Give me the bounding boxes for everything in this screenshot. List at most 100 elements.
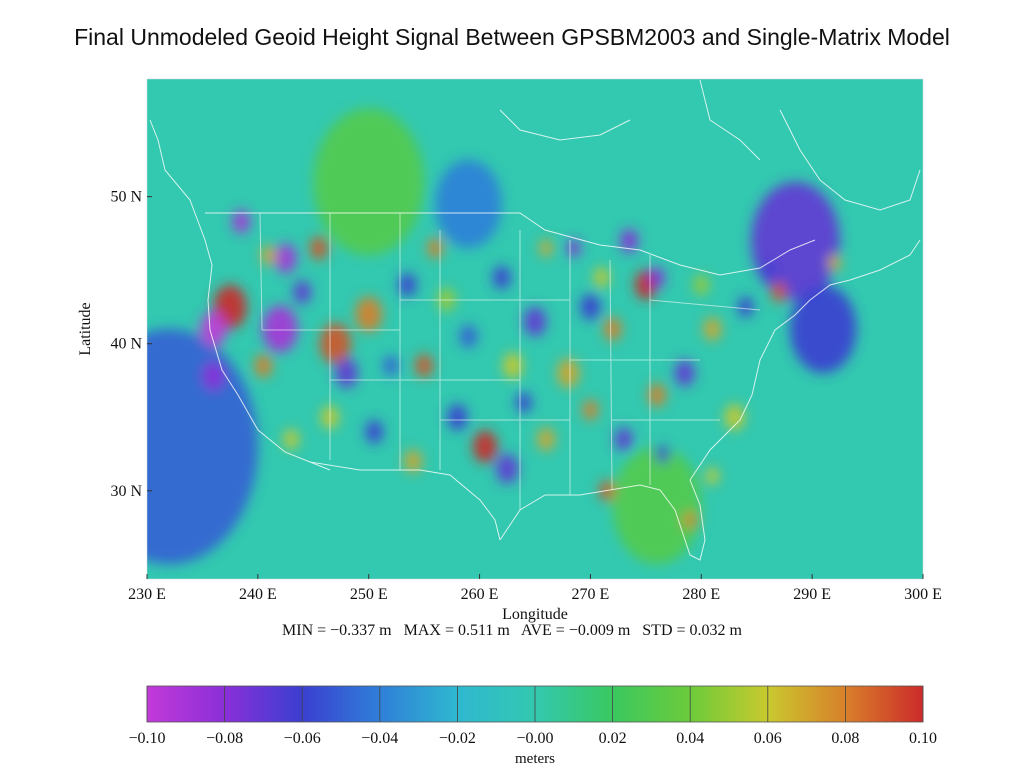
- heatmap-cell: [254, 354, 273, 378]
- heatmap-cell: [496, 454, 519, 484]
- heatmap-cell: [580, 293, 601, 321]
- heatmap-cell: [620, 229, 639, 253]
- heatmap-cell: [472, 430, 498, 463]
- heatmap-cell: [751, 181, 840, 300]
- stat-ave: AVE = −0.009 m: [520, 622, 631, 639]
- canada-coast-outline: [499, 79, 921, 211]
- heatmap-cell: [516, 392, 532, 413]
- heatmap-cell: [539, 239, 553, 257]
- stat-std: STD = 0.032 m: [642, 622, 742, 639]
- x-tick-label: 300 E: [904, 586, 942, 603]
- chart-title: Final Unmodeled Geoid Height Signal Betw…: [74, 24, 950, 50]
- heatmap-cell: [398, 273, 417, 297]
- heatmap-cell: [355, 296, 383, 332]
- heatmap-cell: [737, 296, 754, 318]
- heatmap-cell: [557, 358, 580, 388]
- heatmap-cell: [319, 323, 351, 365]
- x-tick-label: 280 E: [682, 586, 720, 603]
- heatmap-cell: [293, 280, 312, 304]
- heatmap-cell: [705, 467, 720, 485]
- heatmap-cell: [648, 383, 666, 407]
- heatmap-cell: [612, 446, 702, 565]
- x-axis: 230 E 240 E 250 E 260 E 270 E 280 E 290 E 300 E: [128, 574, 942, 603]
- colorbar-tick-label: −0.08: [206, 730, 243, 747]
- y-tick-label: 40 N: [110, 336, 142, 353]
- colorbar-tick-label: 0.06: [754, 730, 782, 747]
- heatmap-cell: [232, 209, 251, 234]
- heatmap-cell: [649, 267, 665, 288]
- colorbar-tick-label: 0.08: [831, 730, 859, 747]
- heatmap-cell: [771, 281, 787, 303]
- colorbar-tick-label: 0.10: [909, 730, 937, 747]
- y-tick-label: 50 N: [110, 189, 142, 206]
- heatmap-cell: [459, 324, 478, 349]
- heatmap-cell: [365, 420, 384, 444]
- colorbar-tick-label: −0.06: [284, 730, 321, 747]
- heatmap-cell: [789, 284, 857, 374]
- state-boundaries: [259, 212, 761, 510]
- heatmap-cell: [683, 511, 697, 529]
- heatmap-cell: [262, 305, 298, 353]
- heatmap-cell: [313, 108, 425, 256]
- colorbar-tick-label: −0.02: [439, 730, 476, 747]
- y-axis-label: Latitude: [77, 302, 94, 355]
- heatmap-cell: [523, 306, 547, 337]
- x-tick-label: 270 E: [572, 586, 610, 603]
- x-tick-label: 230 E: [128, 586, 166, 603]
- x-tick-label: 240 E: [239, 586, 277, 603]
- heatmap-cell: [492, 265, 511, 290]
- heatmap-cell: [724, 404, 745, 431]
- heatmap-cell: [593, 267, 610, 288]
- heatmap-cell: [537, 427, 555, 452]
- heatmap-cell: [703, 317, 722, 341]
- y-axis: 50 N 40 N 30 N: [110, 189, 152, 500]
- colorbar-tick-label: 0.04: [676, 730, 704, 747]
- colorbar-label: meters: [515, 751, 555, 767]
- us-mexico-border: [309, 461, 501, 541]
- colorbar: −0.10 −0.08 −0.06 −0.04 −0.02 −0.00 0.02 0.04 0.…: [128, 685, 937, 747]
- heatmap-cell: [383, 355, 399, 377]
- heatmap-cell: [274, 243, 297, 274]
- heatmap-cell: [582, 399, 599, 421]
- heatmap-cell: [603, 317, 622, 341]
- heatmap-cell: [761, 261, 775, 280]
- heatmap-cell: [200, 311, 227, 347]
- coastline-outline: [149, 79, 921, 561]
- colorbar-frame: [146, 685, 924, 723]
- heatmap-cell: [309, 236, 328, 260]
- heatmap-cell: [283, 429, 299, 450]
- heatmap-cell: [435, 159, 502, 249]
- x-axis-label: Longitude: [502, 606, 568, 623]
- west-coast-outline: [149, 119, 331, 471]
- x-tick-label: 260 E: [461, 586, 499, 603]
- heatmap-cell: [655, 445, 670, 463]
- heatmap-plot: [147, 79, 923, 579]
- heatmap-cell: [693, 274, 710, 296]
- colorbar-tick-label: 0.02: [599, 730, 627, 747]
- colorbar-tick-label: −0.04: [361, 730, 398, 747]
- heatmap-cell: [614, 427, 633, 452]
- heatmap-cell: [335, 358, 358, 388]
- heatmap-cell: [415, 354, 434, 378]
- gulf-coast-outline: [499, 479, 706, 561]
- heatmap-cell: [567, 239, 581, 257]
- colorbar-tick-label: −0.10: [128, 730, 165, 747]
- heatmap-cell: [827, 253, 841, 272]
- heatmap-cells: [147, 108, 857, 565]
- heatmap-cell: [447, 404, 468, 431]
- heatmap-cell: [261, 245, 277, 266]
- statistics-line: MIN = −0.337 m MAX = 0.511 m AVE = −0.00…: [0, 622, 1024, 640]
- x-tick-label: 290 E: [793, 586, 831, 603]
- plot-frame: [146, 78, 924, 580]
- heatmap-cell: [502, 352, 523, 379]
- x-tick-label: 250 E: [350, 586, 388, 603]
- heatmap-cell: [674, 359, 695, 387]
- heatmap-cell: [147, 329, 258, 565]
- heatmap-cell: [427, 237, 443, 259]
- colorbar-tick-label: −0.00: [516, 730, 553, 747]
- heatmap-cell: [202, 361, 225, 391]
- heatmap-cell: [404, 449, 422, 474]
- east-coast-outline: [689, 239, 921, 481]
- y-tick-label: 30 N: [110, 483, 142, 500]
